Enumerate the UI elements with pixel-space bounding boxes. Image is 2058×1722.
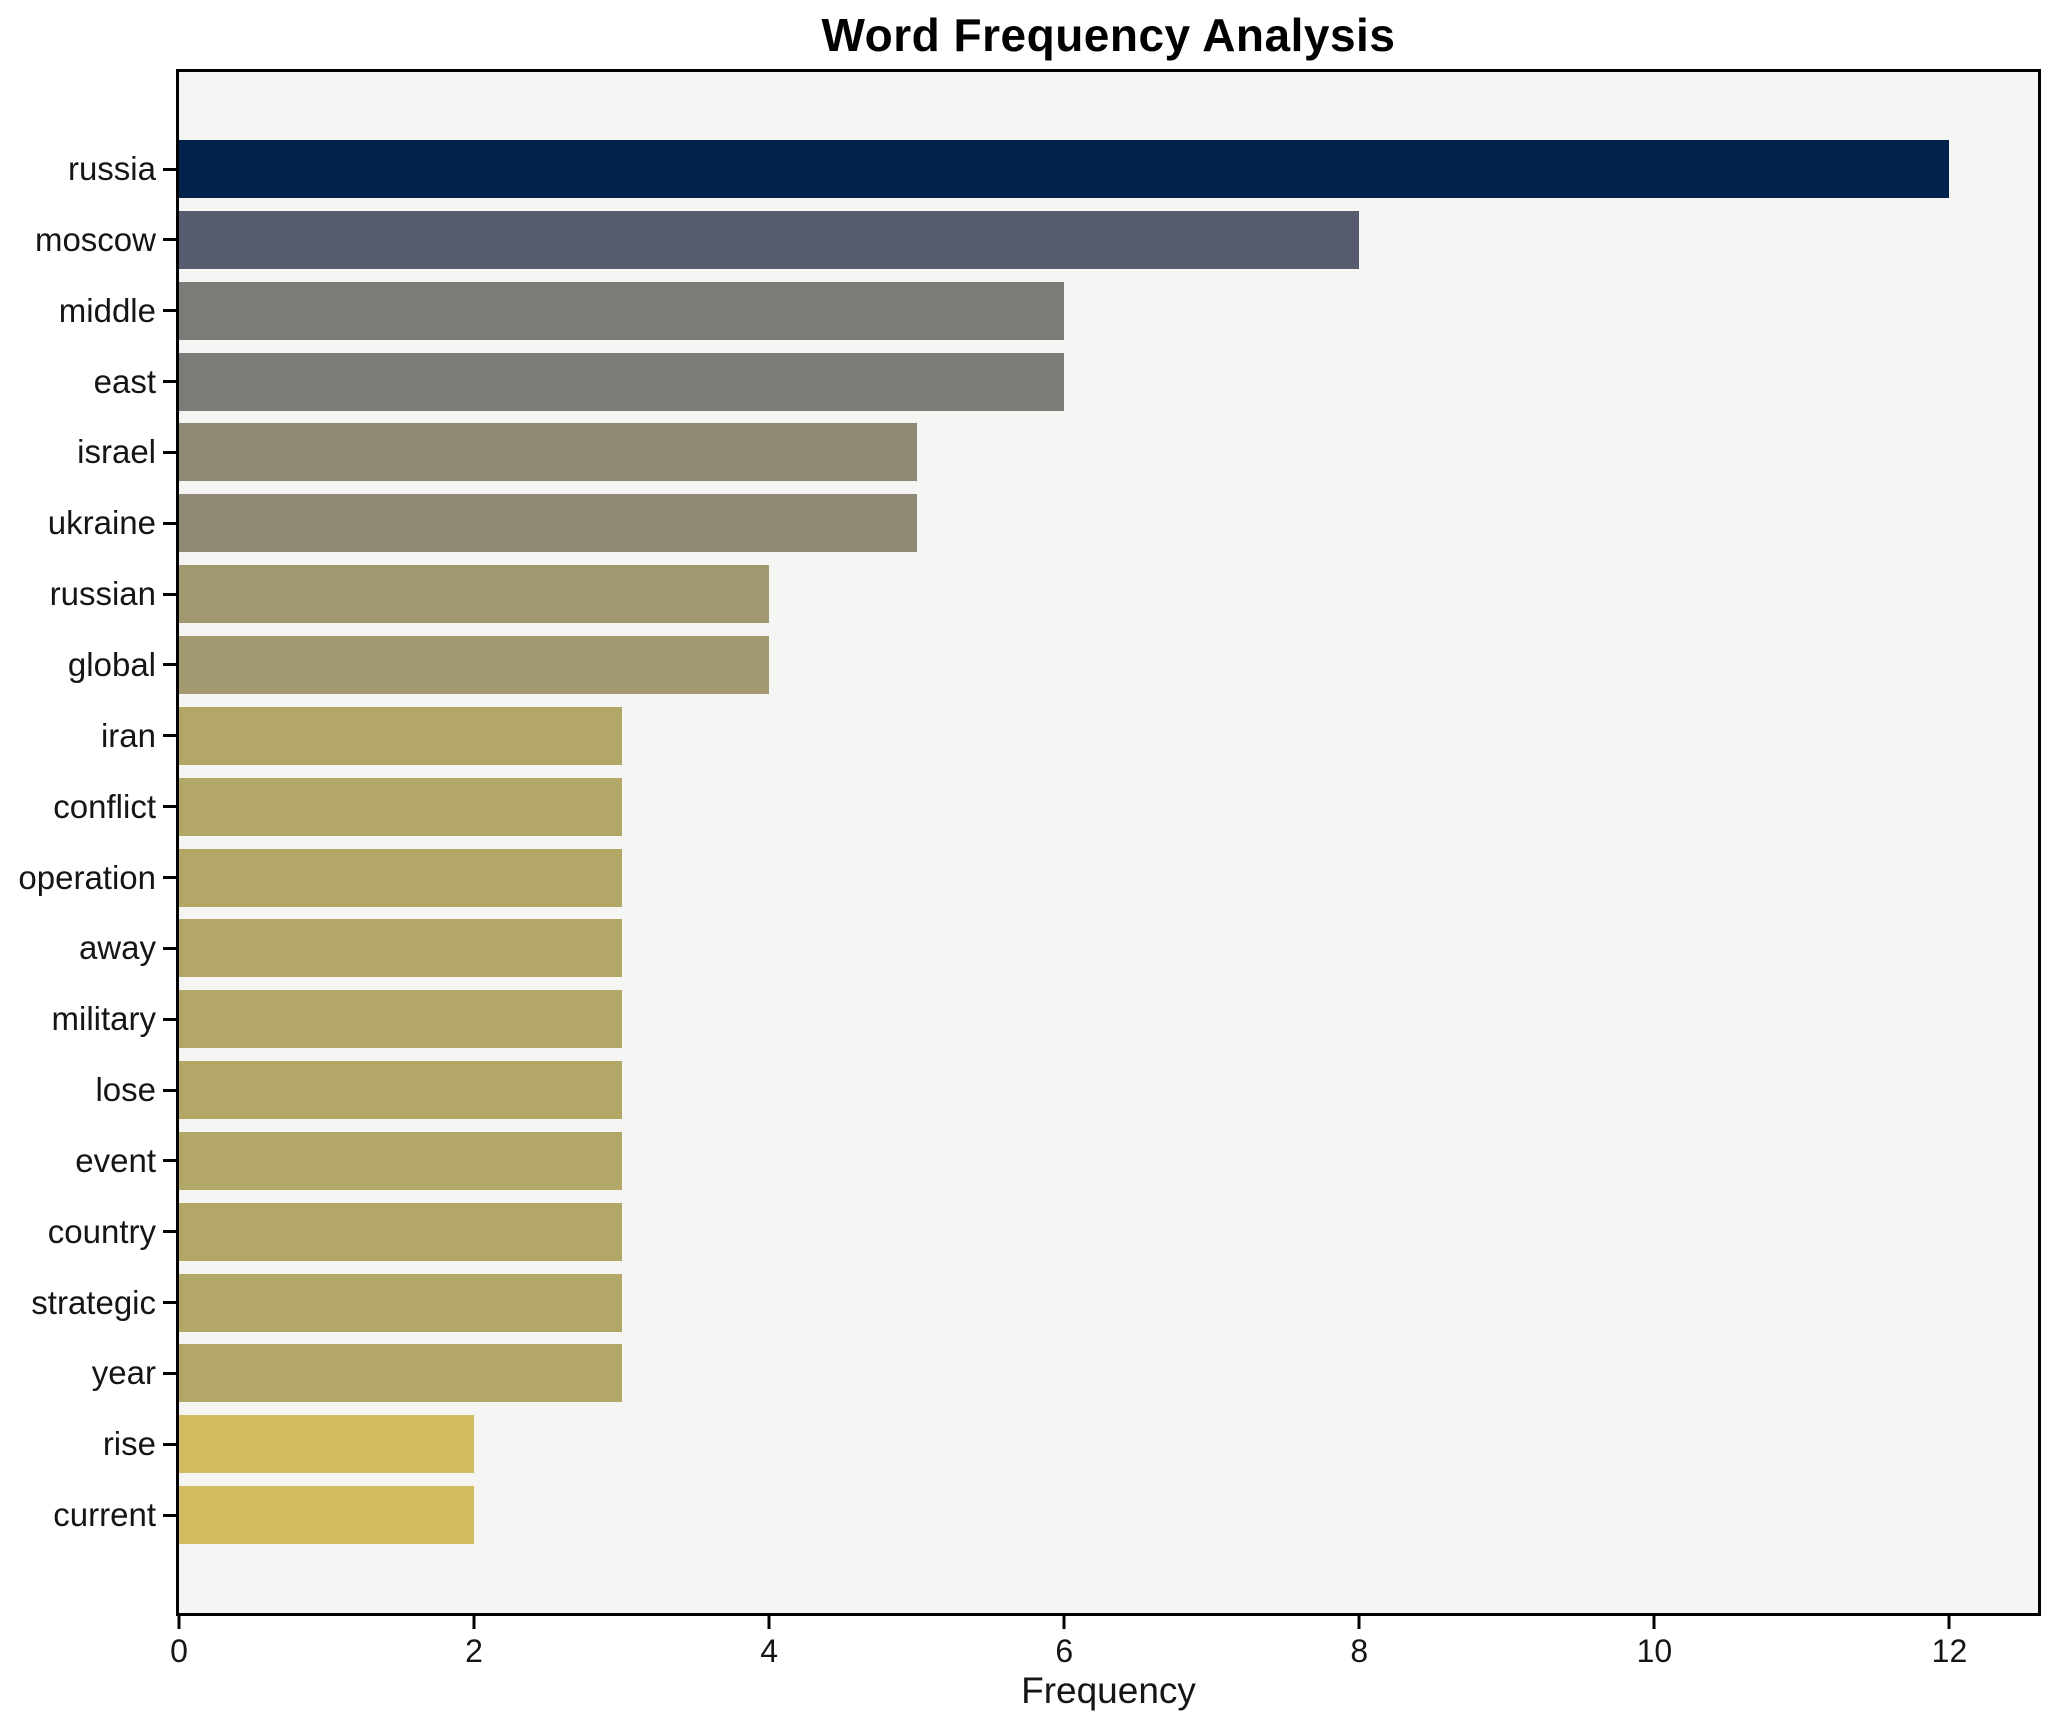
y-tick-label-global: global — [67, 645, 156, 683]
bar-strategic — [179, 1273, 622, 1332]
x-tick-label-10: 10 — [1636, 1633, 1673, 1669]
bar-country — [179, 1202, 622, 1261]
chart-title: Word Frequency Analysis — [821, 9, 1396, 61]
bar-conflict — [179, 777, 622, 836]
y-tick-label-year: year — [91, 1354, 156, 1392]
y-tick-mark — [163, 521, 176, 525]
x-tick-mark — [1947, 1616, 1951, 1629]
y-tick-label-operation: operation — [18, 858, 156, 896]
x-axis-title: Frequency — [1021, 1670, 1196, 1711]
x-tick-label-8: 8 — [1350, 1633, 1369, 1669]
y-tick-label-israel: israel — [77, 433, 156, 471]
x-tick-mark — [1062, 1616, 1066, 1629]
bar-middle — [179, 281, 1065, 340]
x-tick-label-12: 12 — [1931, 1633, 1968, 1669]
bar-russian — [179, 565, 770, 624]
y-axis-tick-marks — [163, 72, 176, 1613]
x-tick-label-0: 0 — [170, 1633, 188, 1669]
y-axis-labels: russia moscow middle east israel ukraine russi… — [0, 72, 156, 1613]
y-tick-label-country: country — [47, 1212, 156, 1250]
y-tick-mark — [163, 309, 176, 313]
bar-event — [179, 1131, 622, 1190]
bar-current — [179, 1486, 475, 1545]
y-tick-label-military: military — [51, 1000, 157, 1038]
y-tick-mark — [163, 876, 176, 879]
y-tick-mark — [163, 1088, 176, 1092]
y-tick-label-east: east — [93, 362, 156, 400]
y-tick-mark — [163, 946, 176, 950]
y-tick-label-strategic: strategic — [31, 1283, 156, 1321]
bar-year — [179, 1344, 622, 1403]
y-tick-mark — [163, 167, 176, 171]
x-tick-label-2: 2 — [465, 1633, 483, 1669]
bar-lose — [179, 1061, 622, 1120]
x-tick-mark — [177, 1616, 181, 1629]
y-tick-mark — [163, 238, 176, 242]
y-tick-label-middle: middle — [58, 291, 156, 329]
bar-iran — [179, 706, 622, 765]
bar-away — [179, 919, 622, 978]
y-tick-label-rise: rise — [102, 1425, 156, 1463]
bar-operation — [179, 848, 622, 907]
y-tick-label-lose: lose — [95, 1071, 156, 1109]
y-tick-label-away: away — [78, 929, 156, 967]
x-tick-mark — [1357, 1616, 1361, 1629]
y-tick-label-russia: russia — [67, 150, 156, 187]
y-tick-mark — [163, 592, 176, 596]
y-tick-label-current: current — [53, 1496, 156, 1534]
x-tick-label-6: 6 — [1055, 1633, 1074, 1669]
y-tick-mark — [163, 1442, 176, 1446]
plot-area — [176, 69, 2041, 1616]
y-tick-mark — [163, 1159, 176, 1163]
y-tick-mark — [163, 1017, 176, 1021]
y-tick-mark — [163, 1513, 176, 1517]
bar-russia — [179, 140, 1950, 198]
y-tick-mark — [163, 663, 176, 667]
y-tick-mark — [163, 734, 176, 738]
bar-moscow — [179, 210, 1360, 269]
bar-military — [179, 990, 622, 1049]
y-tick-label-conflict: conflict — [53, 787, 156, 825]
x-tick-mark — [1652, 1616, 1656, 1629]
x-axis: 0 2 4 6 8 10 12 — [170, 1616, 2038, 1696]
y-tick-mark — [163, 450, 176, 454]
bar-rise — [179, 1415, 475, 1474]
y-tick-label-moscow: moscow — [34, 220, 156, 258]
y-tick-label-russian: russian — [49, 575, 156, 613]
bar-global — [179, 635, 770, 694]
y-tick-mark — [163, 1301, 176, 1305]
y-tick-mark — [163, 1371, 176, 1375]
x-tick-label-4: 4 — [760, 1633, 779, 1669]
y-tick-mark — [163, 380, 176, 384]
bar-ukraine — [179, 494, 917, 553]
y-tick-label-iran: iran — [100, 716, 156, 754]
x-tick-mark — [472, 1616, 476, 1629]
y-tick-mark — [163, 805, 176, 809]
bar-east — [179, 352, 1065, 411]
bar-israel — [179, 423, 917, 482]
x-tick-mark — [767, 1616, 771, 1629]
y-tick-label-event: event — [75, 1141, 156, 1179]
y-tick-mark — [163, 1230, 176, 1234]
y-tick-label-ukraine: ukraine — [47, 504, 156, 542]
